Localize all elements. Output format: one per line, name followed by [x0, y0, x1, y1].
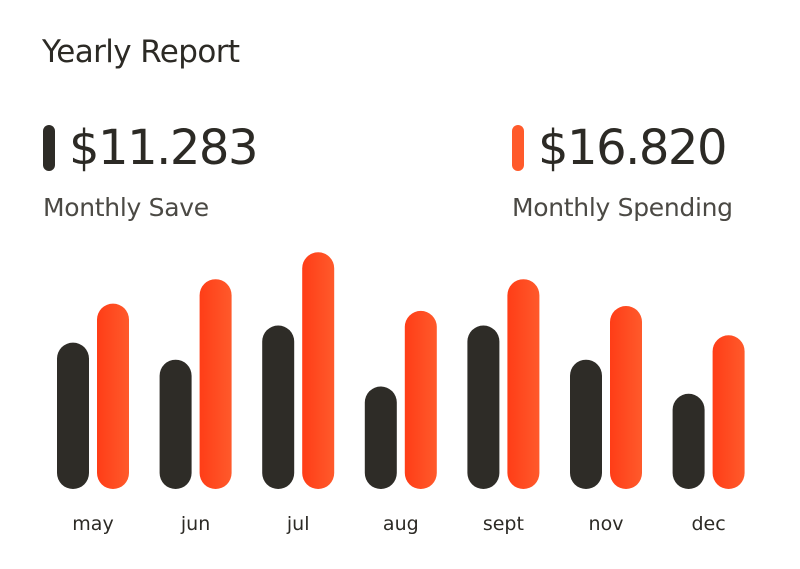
- save-value: $11.283: [69, 120, 259, 176]
- bar-save-may: [57, 342, 89, 489]
- bar-spending-jul: [302, 252, 335, 489]
- x-tick-label: nov: [589, 513, 624, 535]
- spending-label: Monthly Spending: [512, 193, 733, 222]
- summary-save: $11.283 Monthly Save: [43, 118, 259, 222]
- page-title: Yearly Report: [42, 34, 240, 70]
- bar-spending-jun: [199, 279, 232, 489]
- save-label: Monthly Save: [43, 193, 209, 222]
- bar-save-jul: [262, 325, 295, 489]
- x-tick-label: jul: [286, 513, 310, 535]
- spending-marker: [512, 125, 524, 171]
- bar-spending-may: [97, 303, 129, 489]
- bar-save-jun: [159, 359, 192, 489]
- x-tick-label: aug: [383, 513, 419, 535]
- bar-save-aug: [364, 386, 397, 489]
- bar-spending-nov: [610, 306, 642, 489]
- bar-spending-dec: [712, 335, 745, 489]
- spending-value: $16.820: [538, 120, 728, 176]
- bar-save-nov: [570, 359, 602, 489]
- bar-save-sept: [467, 325, 500, 489]
- bar-spending-sept: [507, 279, 540, 489]
- x-tick-label: jun: [180, 513, 210, 535]
- x-tick-label: sept: [483, 513, 524, 535]
- bar-save-dec: [672, 393, 705, 489]
- x-tick-label: dec: [691, 513, 725, 535]
- bar-spending-aug: [404, 310, 437, 489]
- summary-spending: $16.820 Monthly Spending: [512, 118, 733, 222]
- x-tick-label: may: [72, 513, 113, 535]
- save-marker: [43, 125, 55, 171]
